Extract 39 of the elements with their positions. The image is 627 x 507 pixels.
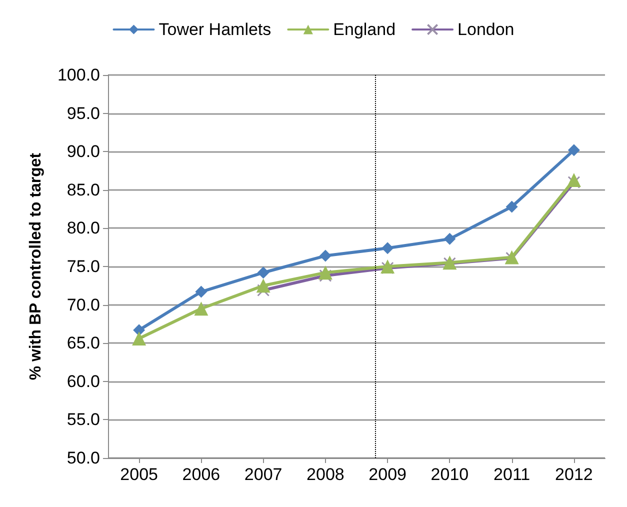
x-tick-label: 2012 [555, 465, 593, 484]
point [568, 144, 580, 156]
legend-label: Tower Hamlets [158, 20, 272, 39]
point [382, 242, 394, 254]
point [256, 278, 270, 293]
x-tick-label: 2005 [120, 465, 158, 484]
y-tick-label: 85.0 [66, 180, 100, 200]
y-tick-label: 65.0 [66, 334, 100, 353]
point [444, 232, 456, 245]
point [257, 266, 270, 279]
x-tick-label: 2010 [430, 465, 469, 484]
x-tick-label: 2008 [306, 465, 344, 484]
legend-label: England [333, 20, 396, 39]
point [195, 286, 208, 298]
point [318, 266, 332, 280]
y-tick-label: 80.0 [66, 218, 100, 238]
point [568, 176, 580, 188]
point [132, 332, 146, 346]
y-tick-label: 50.0 [66, 448, 100, 468]
y-tick-label: 70.0 [66, 295, 100, 314]
point [319, 269, 332, 282]
y-tick-label: 60.0 [66, 372, 100, 391]
y-tick-label: 100.0 [57, 66, 100, 84]
y-tick-label: 55.0 [66, 410, 100, 430]
legend-label: London [458, 20, 514, 39]
x-tick-label: 2011 [494, 465, 530, 484]
x-tick-label: 2009 [368, 465, 406, 484]
x-tick-label: 2006 [182, 465, 220, 484]
x-tick-label: 2007 [244, 465, 282, 484]
point [257, 284, 270, 296]
y-axis-title: % with BP controlled to target [28, 152, 44, 380]
point [133, 324, 146, 336]
y-tick-label: 95.0 [66, 104, 100, 123]
point [319, 250, 332, 262]
y-tick-label: 90.0 [66, 142, 100, 162]
y-tick-label: 75.0 [66, 257, 100, 276]
point [194, 302, 208, 316]
point [566, 172, 581, 187]
point [506, 200, 518, 213]
